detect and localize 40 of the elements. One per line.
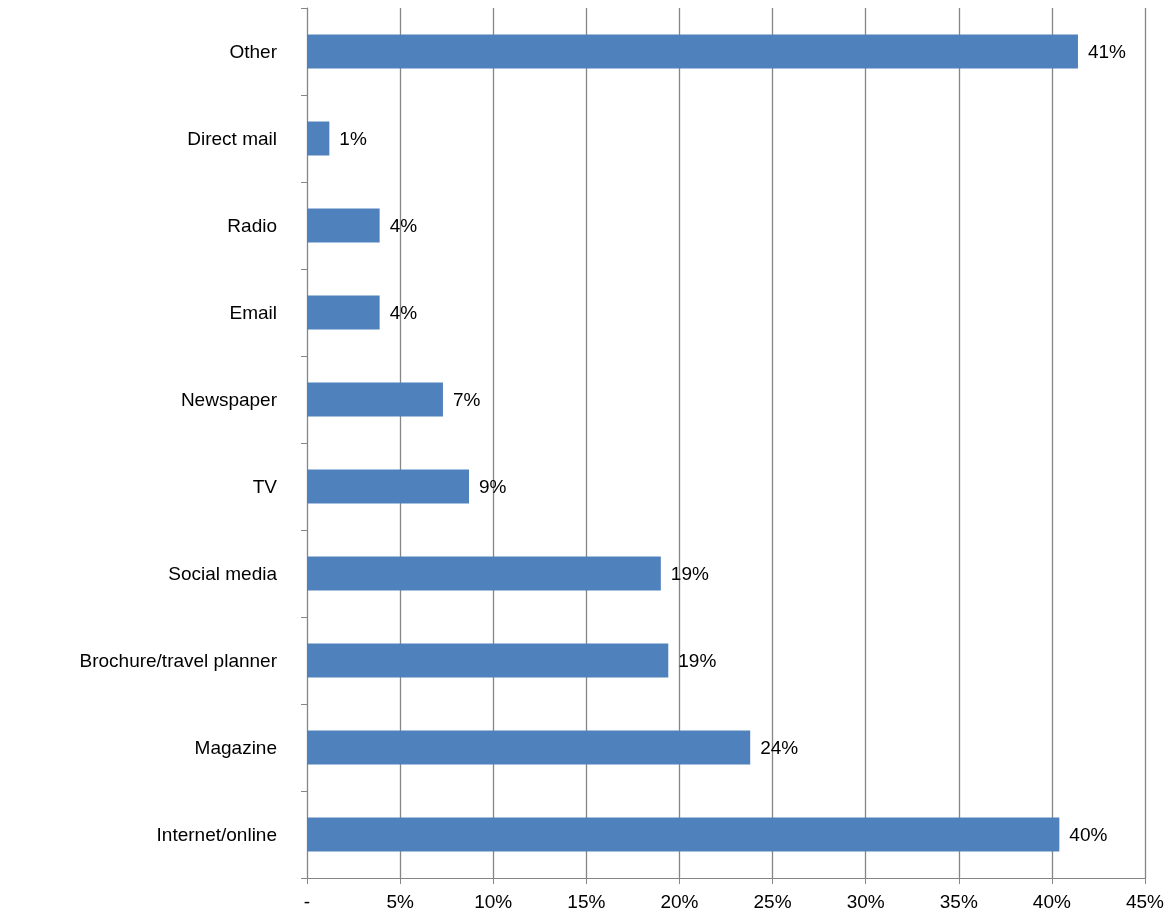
bar: [307, 643, 669, 678]
bar: [307, 556, 661, 591]
data-label: 24%: [760, 737, 799, 758]
y-tick-label: TV: [252, 476, 278, 497]
y-tick-label: Magazine: [194, 737, 277, 758]
bar: [307, 295, 380, 330]
x-tick-label: 5%: [386, 891, 414, 912]
bar: [307, 382, 443, 417]
data-label: 4%: [389, 302, 418, 323]
y-tick-label: Other: [229, 41, 278, 62]
x-tick-label: 15%: [567, 891, 606, 912]
y-tick-label: Radio: [227, 215, 277, 236]
data-label: 7%: [452, 389, 481, 410]
x-tick-label: -: [303, 891, 311, 912]
x-tick-label: 40%: [1032, 891, 1072, 912]
bar: [307, 208, 380, 243]
y-tick-label: Direct mail: [187, 128, 277, 149]
y-tick-label: Social media: [168, 563, 278, 584]
y-tick-label: Brochure/travel planner: [79, 650, 278, 671]
data-label: 1%: [339, 128, 367, 149]
y-tick-label: Internet/online: [156, 824, 277, 845]
data-label: 19%: [678, 650, 717, 671]
y-tick-label: Newspaper: [180, 389, 278, 410]
x-tick-label: 35%: [939, 891, 978, 912]
data-label: 9%: [479, 476, 507, 497]
data-label: 41%: [1087, 41, 1127, 62]
data-label: 19%: [670, 563, 709, 584]
x-tick-label: 25%: [753, 891, 792, 912]
x-tick-label: 20%: [660, 891, 699, 912]
y-tick-label: Email: [229, 302, 277, 323]
x-tick-label: 45%: [1125, 891, 1165, 912]
bar: [307, 730, 751, 765]
data-label: 40%: [1069, 824, 1108, 845]
bar: [307, 469, 470, 504]
bar: [307, 121, 330, 156]
data-label: 4%: [389, 215, 418, 236]
bar: [307, 34, 1078, 69]
x-tick-label: 30%: [846, 891, 885, 912]
bar: [307, 817, 1060, 852]
x-tick-label: 10%: [474, 891, 513, 912]
